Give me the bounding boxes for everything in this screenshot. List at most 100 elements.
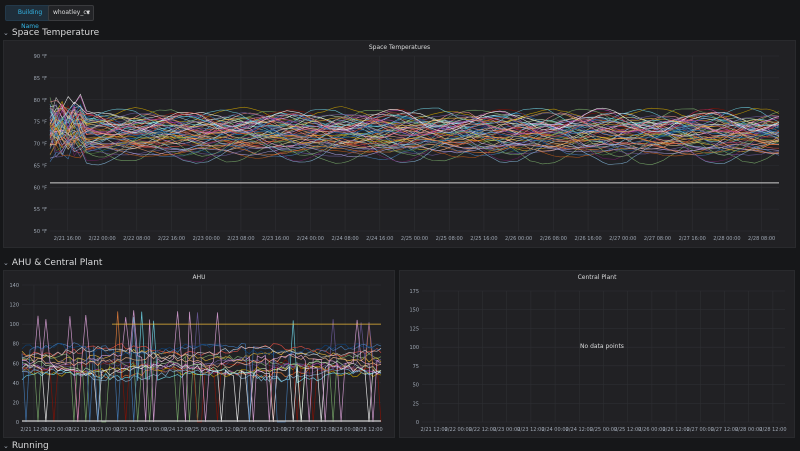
x-tick-label: 2/27 12:00 [711, 427, 738, 433]
x-tick-label: 2/27 00:00 [687, 427, 714, 433]
temperature-series [49, 120, 780, 147]
building-name-value: whoatley_cc [53, 9, 90, 16]
x-tick-label: 2/24 16:00 [366, 236, 393, 242]
panel-title: Space Temperatures [368, 44, 431, 51]
x-tick-label: 2/28 12:00 [759, 427, 786, 433]
temperature-series [49, 132, 780, 156]
y-tick-label: 120 [9, 303, 19, 309]
space-temperatures-chart: 90 °F 85 °F 80 °F 75 °F 70 °F 65 °F 60 °F 55 °F… [34, 54, 780, 242]
x-tick-label: 2/23 12:00 [517, 427, 544, 433]
x-tick-label: 2/22 00:00 [445, 427, 472, 433]
y-tick-label: 150 [409, 308, 419, 314]
x-tick-label: 2/22 12:00 [469, 427, 496, 433]
x-tick-label: 2/25 00:00 [188, 427, 215, 433]
ahu-panel: AHU 140 120 100 80 60 40 20 0 2/21 12:00 2/22 00:… [3, 270, 395, 438]
x-tick-label: 2/24 00:00 [541, 427, 568, 433]
y-tick-label: 100 [9, 322, 19, 328]
x-tick-label: 2/27 16:00 [679, 236, 706, 242]
x-tick-label: 2/26 08:00 [540, 236, 567, 242]
y-tick-label: 70 °F [34, 142, 47, 148]
x-tick-label: 2/26 00:00 [638, 427, 665, 433]
x-tick-label: 2/25 08:00 [436, 236, 463, 242]
temperature-series [49, 96, 780, 130]
temperature-series [49, 129, 780, 151]
x-tick-label: 2/25 00:00 [401, 236, 428, 242]
no-data-message: No data points [580, 343, 624, 350]
x-tick-label: 2/27 08:00 [644, 236, 671, 242]
ahu-series [21, 311, 382, 384]
y-tick-label: 0 [416, 420, 419, 426]
temperature-series [49, 113, 780, 145]
building-name-select[interactable]: whoatley_cc ▼ [48, 5, 94, 21]
y-tick-label: 75 [413, 364, 419, 370]
row-title: AHU & Central Plant [11, 258, 103, 268]
temperature-series [49, 112, 780, 130]
x-tick-label: 2/28 00:00 [735, 427, 762, 433]
temperature-series [49, 135, 780, 159]
ahu-series [21, 363, 382, 423]
y-tick-label: 65 °F [34, 163, 47, 169]
temperature-series [49, 117, 780, 158]
temperature-series [49, 118, 780, 147]
x-tick-label: 2/27 12:00 [308, 427, 335, 433]
panel-title: Central Plant [577, 274, 617, 281]
y-tick-label: 125 [409, 326, 419, 332]
y-tick-label: 75 °F [34, 120, 47, 126]
x-tick-label: 2/23 00:00 [193, 236, 220, 242]
y-tick-label: 20 [13, 400, 19, 406]
temperature-series [49, 93, 780, 134]
x-tick-label: 2/25 16:00 [470, 236, 497, 242]
x-tick-label: 2/24 08:00 [331, 236, 358, 242]
chevron-down-icon: ⌄ [3, 29, 9, 37]
x-tick-label: 2/26 12:00 [662, 427, 689, 433]
x-tick-label: 2/26 00:00 [505, 236, 532, 242]
row-title: Running [11, 441, 49, 451]
x-tick-label: 2/24 12:00 [566, 427, 593, 433]
x-tick-label: 2/28 08:00 [748, 236, 775, 242]
y-tick-label: 100 [409, 345, 419, 351]
row-space-temperature[interactable]: ⌄ Space Temperature [3, 28, 99, 38]
x-tick-label: 2/22 08:00 [123, 236, 150, 242]
x-tick-label: 2/25 12:00 [614, 427, 641, 433]
y-tick-label: 80 °F [34, 98, 47, 104]
temperature-series [49, 106, 780, 128]
row-ahu-central-plant[interactable]: ⌄ AHU & Central Plant [3, 258, 102, 268]
chevron-down-icon: ▼ [86, 10, 90, 16]
x-tick-label: 2/22 12:00 [68, 427, 95, 433]
temperature-series [49, 136, 780, 154]
x-tick-label: 2/23 16:00 [262, 236, 289, 242]
x-tick-label: 2/21 12:00 [20, 427, 47, 433]
x-tick-label: 2/25 12:00 [212, 427, 239, 433]
x-tick-label: 2/24 00:00 [140, 427, 167, 433]
space-temperatures-panel: Space Temperatures 90 °F 85 °F 80 °F 75 °F 7… [3, 40, 796, 248]
y-tick-label: 50 [413, 383, 419, 389]
x-tick-label: 2/24 12:00 [164, 427, 191, 433]
panel-title: AHU [192, 274, 206, 281]
temperature-series [49, 127, 780, 148]
temperature-series [49, 104, 780, 128]
x-tick-label: 2/23 08:00 [227, 236, 254, 242]
temperature-series [49, 128, 780, 163]
x-tick-label: 2/25 00:00 [590, 427, 617, 433]
row-title: Space Temperature [11, 28, 100, 38]
temperature-series [49, 117, 780, 142]
x-tick-label: 2/27 00:00 [609, 236, 636, 242]
y-tick-label: 60 °F [34, 185, 47, 191]
x-tick-label: 2/24 00:00 [297, 236, 324, 242]
row-running[interactable]: ⌄ Running [3, 441, 49, 451]
ahu-series [21, 345, 382, 360]
y-tick-label: 90 °F [34, 54, 47, 60]
ahu-series [21, 342, 382, 357]
x-tick-label: 2/27 00:00 [284, 427, 311, 433]
x-tick-label: 2/21 12:00 [420, 427, 447, 433]
x-tick-label: 2/26 00:00 [236, 427, 263, 433]
y-tick-label: 55 °F [34, 207, 47, 213]
y-tick-label: 50 °F [34, 229, 47, 235]
x-tick-label: 2/23 12:00 [116, 427, 143, 433]
y-tick-label: 140 [9, 283, 19, 289]
dashboard-toolbar: Building Name whoatley_cc ▼ [0, 0, 800, 30]
x-tick-label: 2/28 00:00 [331, 427, 358, 433]
y-tick-label: 40 [13, 381, 19, 387]
x-tick-label: 2/22 00:00 [88, 236, 115, 242]
